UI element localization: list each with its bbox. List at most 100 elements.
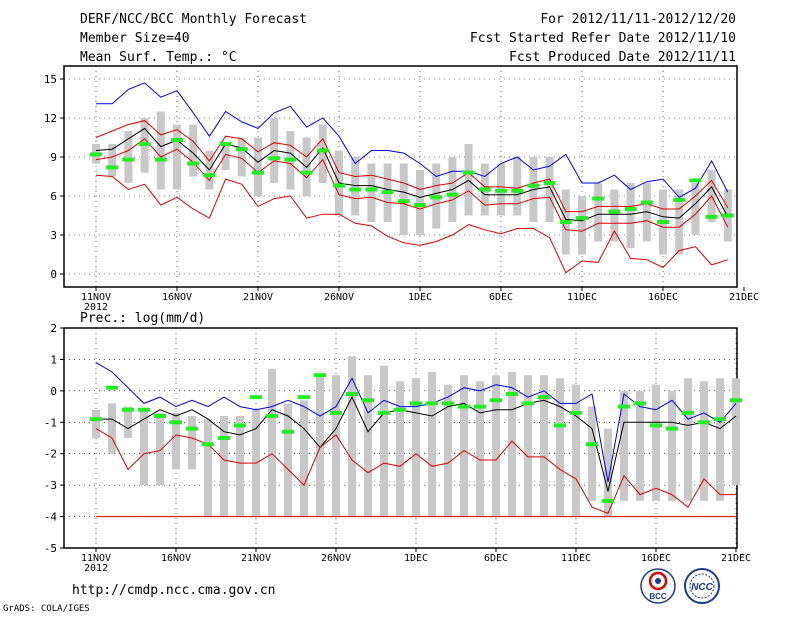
prec-spread-box	[172, 412, 180, 470]
prec-series-max	[95, 362, 737, 483]
prec-xtick-label: 16DEC	[641, 553, 671, 564]
prec-ytick-label: -4	[44, 511, 58, 524]
prec-ensemble-marker	[426, 401, 438, 406]
prec-ensemble-marker	[378, 410, 390, 415]
temp-ensemble-marker	[333, 183, 345, 188]
temp-ensemble-marker	[187, 161, 200, 166]
bcc-logo: BCC	[640, 568, 676, 604]
prec-spread-box	[604, 428, 612, 517]
prec-spread-box	[588, 406, 596, 501]
temp-ensemble-marker	[203, 173, 216, 178]
temp-ensemble-marker	[90, 152, 102, 157]
temp-spread-box	[642, 183, 651, 242]
prec-spread-box	[188, 416, 196, 470]
prec-xtick-label: 11DEC	[561, 553, 591, 564]
prec-spread-box	[140, 409, 148, 486]
temp-spread-box	[513, 157, 522, 216]
temp-ensemble-marker	[511, 188, 524, 193]
temp-ensemble-marker	[673, 197, 686, 202]
prec-spread-box	[428, 372, 436, 517]
temp-ensemble-marker	[495, 188, 507, 193]
prec-spread-box	[268, 368, 276, 517]
prec-ensemble-marker	[570, 410, 582, 415]
prec-spread-box	[348, 356, 356, 517]
prec-spread-box	[492, 375, 500, 517]
prec-series-min	[95, 428, 736, 515]
prec-spread-box	[620, 390, 628, 501]
prec-spread-box	[476, 381, 484, 517]
temp-series-lower	[95, 138, 729, 232]
prec-xtick-label: 6DEC	[484, 553, 508, 564]
temp-spread-box	[675, 189, 684, 255]
prec-xtick-label: 26NOV	[321, 553, 351, 564]
prec-ensemble-marker	[90, 417, 102, 422]
prec-ensemble-marker	[154, 414, 166, 418]
bcc-logo-text: BCC	[649, 592, 667, 601]
prec-xtick-label: 21DEC	[721, 553, 751, 564]
temp-ensemble-marker	[106, 165, 119, 170]
prec-spread-box	[156, 412, 164, 486]
temp-ensemble-marker	[624, 207, 637, 211]
temp-ensemble-marker	[252, 170, 264, 175]
chart-title: DERF/NCC/BCC Monthly Forecast	[80, 12, 307, 27]
prec-spread-box	[700, 381, 708, 501]
temp-spread-box	[545, 157, 554, 222]
temp-variable-label: Mean Surf. Temp.: °C	[80, 50, 237, 65]
prec-spread-box	[716, 378, 724, 501]
prec-ensemble-marker	[458, 404, 470, 409]
temp-ensemble-marker	[122, 157, 135, 162]
prec-ensemble-marker	[282, 429, 294, 434]
temp-series-mean	[95, 127, 729, 222]
prec-ensemble-marker	[634, 401, 646, 406]
prec-ensemble-marker	[490, 398, 502, 403]
temp-ensemble-marker	[527, 183, 540, 188]
temp-xtick-label: 11NOV	[81, 292, 111, 303]
prec-ensemble-marker	[266, 414, 278, 418]
temp-ytick-label: 6	[50, 190, 57, 203]
temp-ensemble-marker	[235, 147, 248, 152]
temp-spread-box	[156, 111, 165, 190]
temp-spread-box	[124, 131, 133, 183]
temp-spread-box	[221, 144, 230, 170]
prec-ensemble-marker	[666, 426, 678, 431]
prec-spread-box	[412, 378, 420, 517]
prec-ensemble-marker	[298, 395, 310, 400]
prec-ensemble-marker	[218, 436, 230, 440]
footer-url[interactable]: http://cmdp.ncc.cma.gov.cn	[72, 583, 276, 598]
prec-spread-box	[236, 416, 244, 517]
prec-ytick-label: -2	[44, 448, 57, 461]
temp-spread-box	[464, 144, 473, 216]
temp-ensemble-marker	[462, 170, 475, 175]
fcst-started-date: Fcst Started Refer Date 2012/11/10	[469, 31, 736, 46]
temp-ensemble-marker	[657, 220, 669, 224]
prec-ensemble-marker	[538, 395, 550, 400]
temp-spread-box	[318, 124, 327, 183]
temp-ensemble-marker	[397, 199, 410, 204]
temp-ensemble-marker	[721, 213, 734, 218]
prec-spread-box	[108, 403, 116, 454]
prec-ensemble-marker	[410, 401, 422, 406]
prec-spread-box	[636, 390, 644, 501]
prec-spread-box	[396, 381, 404, 517]
temp-ensemble-marker	[543, 181, 556, 185]
prec-ytick-label: 1	[50, 353, 57, 366]
prec-spread-box	[668, 390, 676, 501]
prec-ensemble-marker	[314, 373, 326, 378]
prec-ytick-label: 0	[50, 385, 57, 398]
grads-credit: GrADS: COLA/IGES	[3, 604, 90, 614]
prec-spread-box	[460, 375, 468, 517]
prec-spread-box	[92, 409, 100, 438]
prec-ensemble-marker	[106, 385, 118, 390]
prec-xtick-label: 11NOV	[81, 553, 111, 564]
prec-spread-box	[284, 403, 292, 517]
prec-ensemble-marker	[234, 423, 246, 428]
prec-ytick-label: -5	[44, 542, 57, 555]
prec-series-mean	[96, 395, 737, 492]
prec-ensemble-marker	[394, 407, 406, 412]
fcst-produced-date: Fcst Produced Date 2012/11/11	[509, 50, 736, 65]
ncc-logo: NCC	[684, 568, 720, 604]
ncc-logo-text: NCC	[691, 582, 713, 593]
temp-ensemble-marker	[576, 216, 588, 221]
prec-ensemble-marker	[714, 417, 726, 422]
